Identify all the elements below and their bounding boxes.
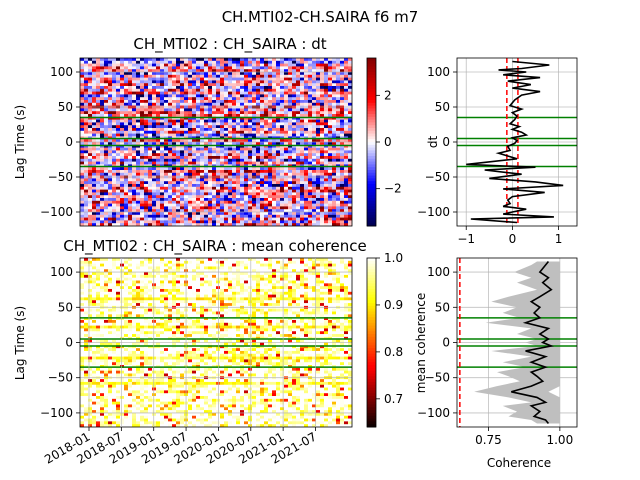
dt-profile-ylabel: dt bbox=[426, 136, 440, 149]
dt-profile-ytick-label: 50 bbox=[435, 100, 450, 114]
dt-colorbar-label: 0 bbox=[384, 135, 392, 149]
coherence-heatmap-ylabel: Lag Time (s) bbox=[13, 306, 27, 380]
dt-profile-ytick-label: 0 bbox=[442, 135, 450, 149]
dt-profile-ytick-label: −50 bbox=[425, 170, 450, 184]
coherence-heatmap-title: CH_MTI02 : CH_SAIRA : mean coherence bbox=[63, 237, 366, 256]
dt-profile-ytick-label: −100 bbox=[417, 205, 450, 219]
dt-profile-xtick-label: 0 bbox=[509, 232, 517, 246]
dt-profile-xtick-label: −1 bbox=[457, 232, 475, 246]
dt-heatmap-ytick-label: 100 bbox=[50, 65, 73, 79]
dt-heatmap-ytick-label: 0 bbox=[65, 135, 73, 149]
dt-heatmap-ytick-label: 50 bbox=[58, 100, 73, 114]
dt-heatmap-title: CH_MTI02 : CH_SAIRA : dt bbox=[133, 35, 326, 54]
dt-colorbar-label: 2 bbox=[384, 88, 392, 102]
dt-profile-xtick-label: 1 bbox=[555, 232, 563, 246]
figure-title: CH.MTI02-CH.SAIRA f6 m7 bbox=[222, 8, 419, 26]
dt-heatmap-ytick-label: −50 bbox=[48, 170, 73, 184]
dt-heatmap-ytick-label: −100 bbox=[40, 205, 73, 219]
dt-colorbar-label: −2 bbox=[384, 182, 402, 196]
dt-profile-ytick-label: 100 bbox=[427, 65, 450, 79]
dt-heatmap-ylabel: Lag Time (s) bbox=[13, 105, 27, 179]
